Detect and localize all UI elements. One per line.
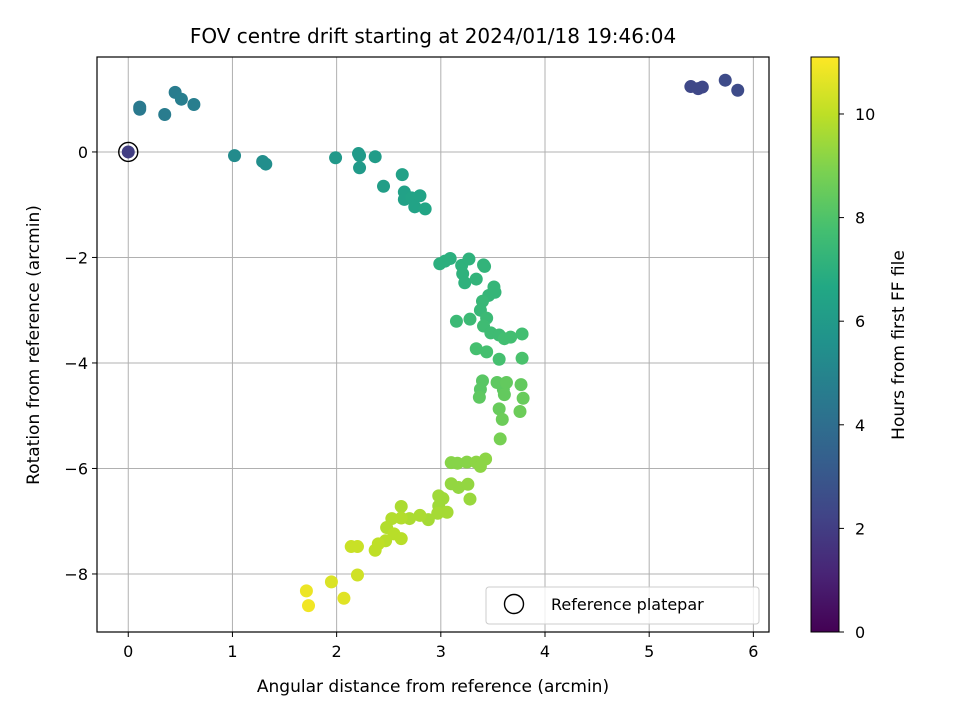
data-point xyxy=(493,432,507,446)
data-point xyxy=(413,189,427,203)
y-tick-label: −2 xyxy=(64,248,88,267)
colorbar-tick-label: 6 xyxy=(855,312,865,331)
data-point xyxy=(418,202,432,216)
data-point xyxy=(121,145,135,159)
data-point xyxy=(492,402,506,416)
data-point xyxy=(480,345,494,359)
x-tick-label: 1 xyxy=(227,642,237,661)
x-tick-label: 5 xyxy=(644,642,654,661)
y-tick-label: −8 xyxy=(64,565,88,584)
legend-box xyxy=(485,586,760,625)
data-point xyxy=(478,259,492,273)
colorbar-tick-label: 4 xyxy=(855,416,865,435)
data-point xyxy=(443,252,457,266)
data-point xyxy=(368,543,382,557)
data-point xyxy=(187,97,201,111)
x-axis-label: Angular distance from reference (arcmin) xyxy=(257,677,609,697)
data-point xyxy=(324,575,338,589)
colorbar-tick-label: 10 xyxy=(855,105,875,124)
data-point xyxy=(337,591,351,605)
data-point xyxy=(469,342,483,356)
data-point xyxy=(458,276,472,290)
data-point xyxy=(413,508,427,522)
y-tick-label: 0 xyxy=(78,143,88,162)
data-point xyxy=(463,312,477,326)
data-point xyxy=(514,378,528,392)
data-point xyxy=(515,327,529,341)
data-point xyxy=(133,100,147,114)
data-point xyxy=(329,151,343,165)
x-tick-label: 3 xyxy=(436,642,446,661)
legend-marker-icon xyxy=(503,593,525,615)
x-tick-label: 6 xyxy=(748,642,758,661)
data-point xyxy=(461,477,475,491)
y-tick-label: −4 xyxy=(64,354,88,373)
data-point xyxy=(408,200,422,214)
y-axis-ticks: 0 −2 −4 −6 −8 xyxy=(64,143,97,584)
data-point xyxy=(350,540,364,554)
data-point xyxy=(394,532,408,546)
data-point xyxy=(395,168,409,182)
grid-lines xyxy=(97,57,769,632)
data-point xyxy=(463,492,477,506)
data-point xyxy=(472,390,486,404)
data-point xyxy=(449,314,463,328)
colorbar xyxy=(810,56,840,633)
y-axis-label: Rotation from reference (arcmin) xyxy=(24,205,44,485)
reference-point xyxy=(118,141,139,163)
data-point xyxy=(353,149,367,163)
data-point xyxy=(513,404,527,418)
colorbar-tick-label: 2 xyxy=(855,519,865,538)
colorbar-label: Hours from first FF file xyxy=(889,250,909,440)
data-point xyxy=(504,330,518,344)
chart-title: FOV centre drift starting at 2024/01/18 … xyxy=(190,24,676,48)
x-tick-label: 4 xyxy=(540,642,550,661)
data-point xyxy=(299,584,313,598)
x-axis-ticks: 0 1 2 3 4 5 6 xyxy=(123,632,758,661)
x-tick-label: 0 xyxy=(123,642,133,661)
data-point xyxy=(499,375,513,389)
data-point xyxy=(394,511,408,525)
data-point xyxy=(695,80,709,94)
data-point xyxy=(228,149,242,163)
data-point xyxy=(495,412,509,426)
colorbar-ticks: 0 2 4 6 8 10 xyxy=(839,105,875,642)
colorbar-tick-label: 0 xyxy=(855,623,865,642)
data-point xyxy=(440,505,454,519)
data-point xyxy=(350,568,364,582)
data-point xyxy=(731,83,745,97)
legend-label: Reference platepar xyxy=(551,595,704,614)
x-tick-label: 2 xyxy=(332,642,342,661)
plot-frame xyxy=(96,56,770,633)
data-point xyxy=(394,499,408,513)
data-point xyxy=(460,455,474,469)
data-point xyxy=(488,285,502,299)
data-point xyxy=(497,388,511,402)
data-point xyxy=(353,161,367,175)
reference-marker xyxy=(118,141,139,163)
data-point xyxy=(450,456,464,470)
data-point xyxy=(368,150,382,164)
data-point xyxy=(516,391,530,405)
data-point xyxy=(718,73,732,87)
data-point xyxy=(377,179,391,193)
data-point xyxy=(473,459,487,473)
data-point xyxy=(174,92,188,106)
data-point xyxy=(431,506,445,520)
legend: Reference platepar xyxy=(485,586,760,625)
data-point xyxy=(259,157,273,171)
data-point xyxy=(158,108,172,121)
data-point xyxy=(462,252,476,266)
data-points xyxy=(121,73,745,613)
data-point xyxy=(492,352,506,366)
colorbar-tick-label: 8 xyxy=(855,209,865,228)
data-point xyxy=(301,599,315,613)
data-point xyxy=(515,351,529,365)
data-point xyxy=(469,272,483,286)
y-tick-label: −6 xyxy=(64,459,88,478)
